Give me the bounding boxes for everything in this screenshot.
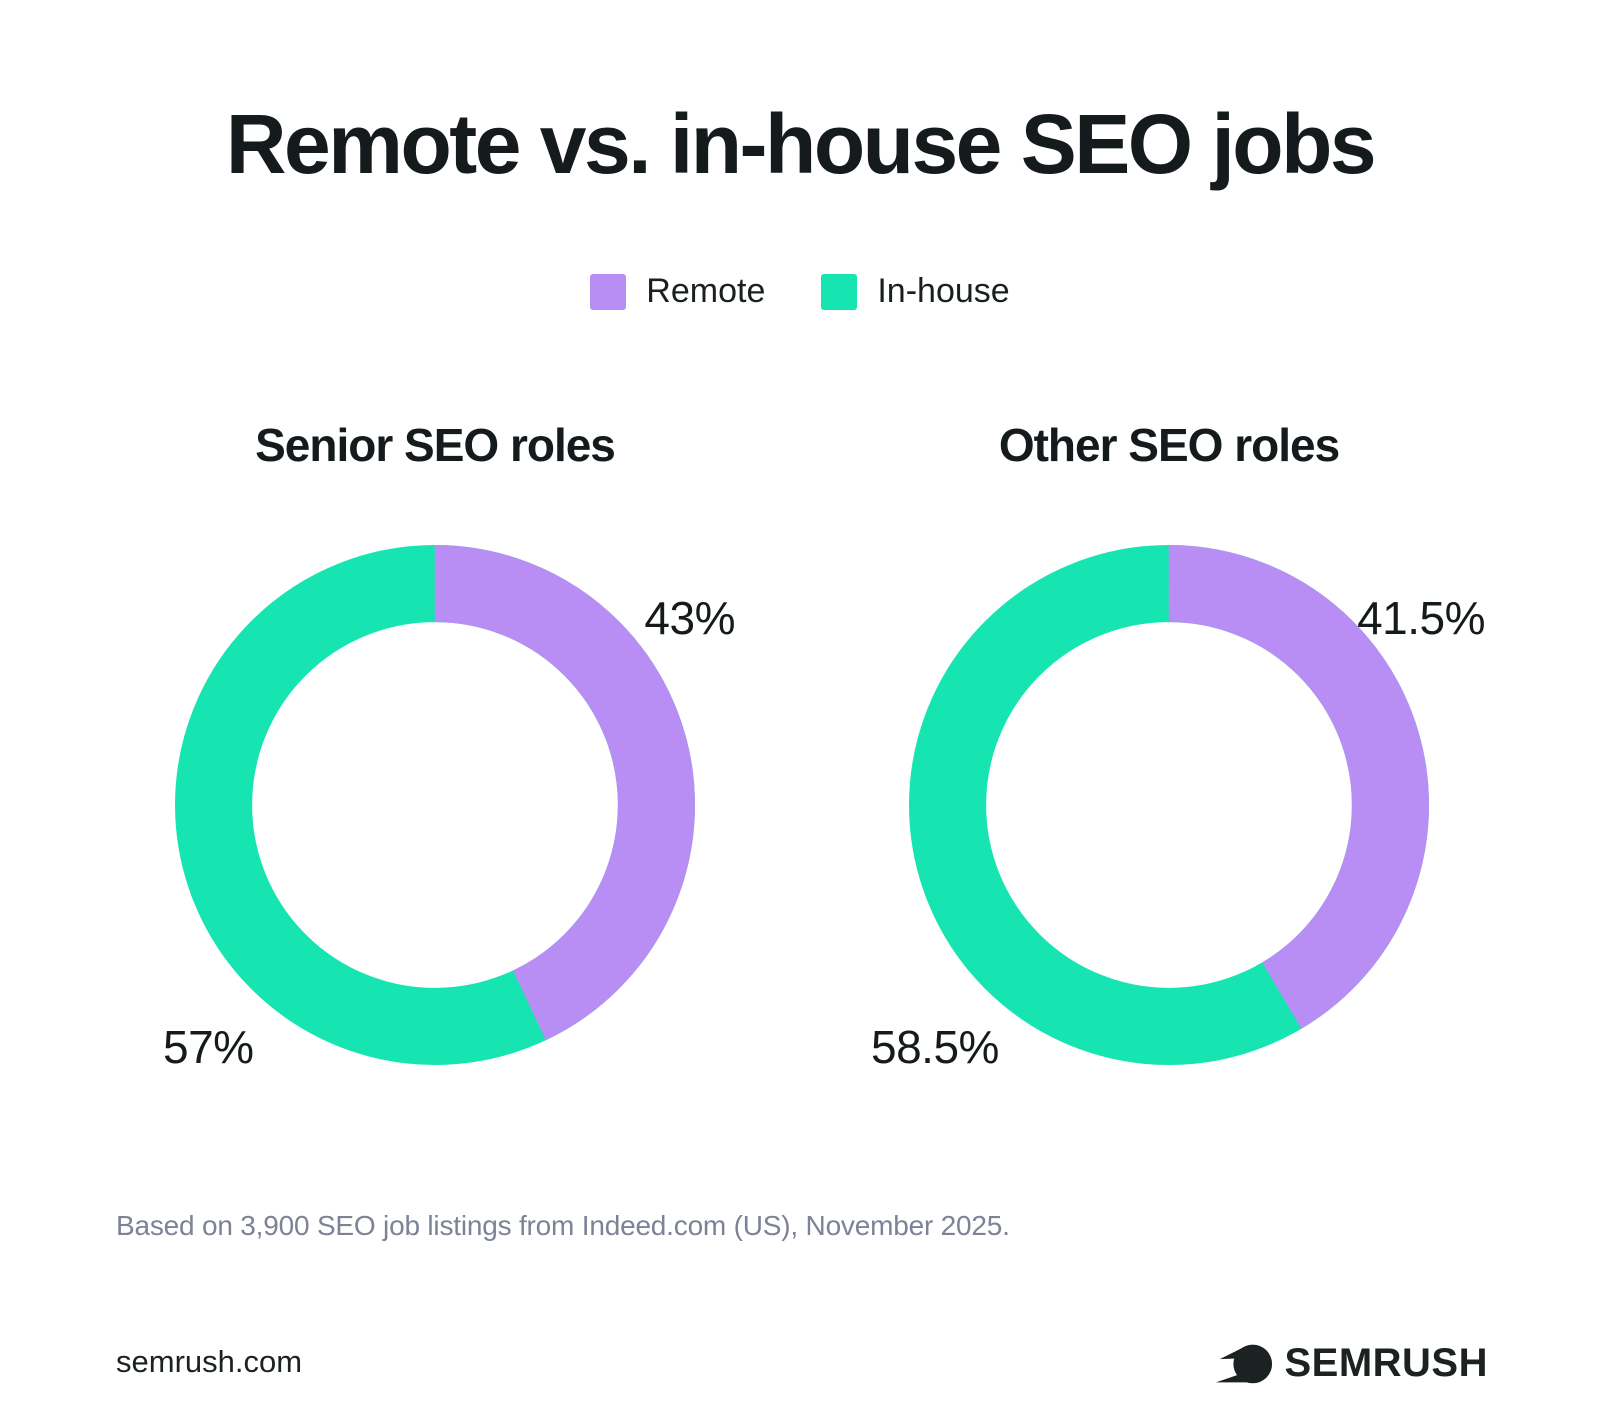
legend-label-inhouse: In-house [877, 272, 1010, 310]
semrush-comet-icon [1216, 1344, 1273, 1384]
donut-chart-senior-seo-roles: Senior SEO roles 43% 57% [135, 408, 735, 1108]
legend-item-remote: Remote [590, 272, 765, 311]
data-label-remote-other: 41.5% [1357, 592, 1485, 644]
semrush-wordmark: SEMRUSH [1284, 1340, 1488, 1385]
chart-title-other: Other SEO roles [998, 419, 1340, 471]
donut-chart-other-seo-roles: Other SEO roles 41.5% 58.5% [869, 408, 1485, 1108]
legend-label-remote: Remote [646, 272, 766, 310]
legend-swatch-inhouse [821, 273, 858, 310]
data-label-inhouse-senior: 57% [163, 1021, 254, 1073]
chart-title-senior: Senior SEO roles [255, 419, 616, 471]
donut-ring-senior [175, 545, 695, 1065]
chart-legend: Remote In-house [0, 272, 1600, 311]
donut-ring-other [909, 545, 1429, 1065]
donut-segment-remote [175, 545, 695, 1065]
donut-segment-remote [909, 545, 1429, 1065]
data-label-inhouse-other: 58.5% [871, 1021, 999, 1073]
data-label-remote-senior: 43% [644, 592, 735, 644]
source-footnote: Based on 3,900 SEO job listings from Ind… [116, 1210, 1010, 1241]
page-title: Remote vs. in-house SEO jobs [225, 97, 1377, 191]
semrush-logo: SEMRUSH [1216, 1340, 1488, 1386]
legend-item-inhouse: In-house [821, 272, 1010, 311]
legend-swatch-remote [590, 273, 627, 310]
site-url: semrush.com [116, 1344, 303, 1379]
